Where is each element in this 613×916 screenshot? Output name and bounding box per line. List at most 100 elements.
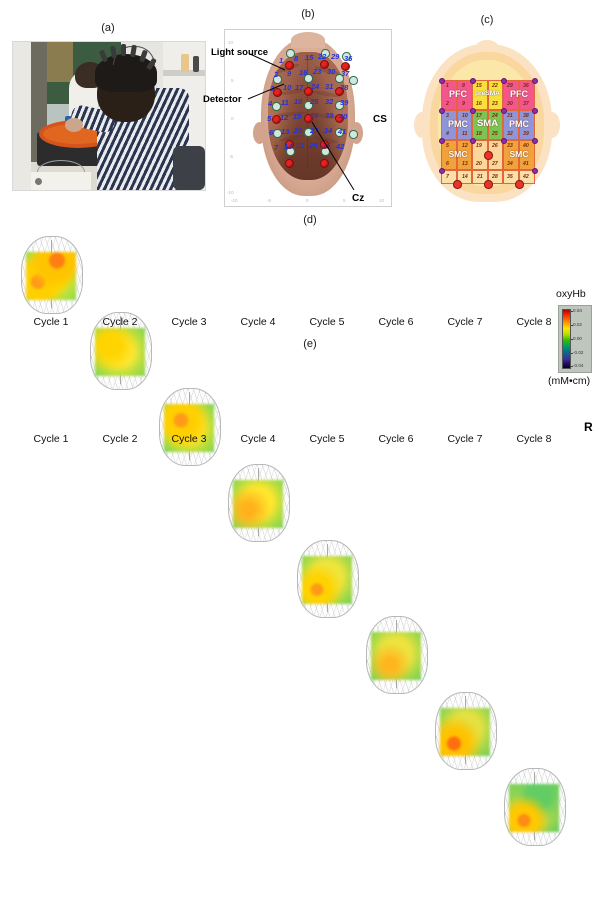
channel-number: 5 (267, 114, 272, 123)
channel-number: 40 (339, 112, 348, 121)
optode-node (532, 138, 539, 145)
detector-optode (349, 130, 358, 139)
detector-leader-line (247, 83, 285, 100)
channel-number: 14 (284, 142, 293, 151)
grid-number: 19 (476, 143, 482, 149)
channel-number: 42 (336, 142, 345, 151)
cycle-label: Cycle 1 (33, 316, 69, 328)
photo-chair (173, 146, 205, 190)
grid-cell-31-32 (503, 110, 519, 140)
grid-cell-36-37 (519, 80, 535, 110)
cycle-label: Cycle 6 (378, 316, 414, 328)
grid-cell-1-2 (441, 80, 457, 110)
cycle-label: Cycle 5 (309, 316, 345, 328)
optode-node (439, 108, 446, 115)
axis-tick-x: -5 (267, 198, 272, 203)
light-source-optode (285, 61, 294, 70)
axis-tick-x: -10 (231, 198, 238, 203)
grid-number: 2 (446, 101, 449, 107)
cycle-label: Cycle 4 (240, 433, 276, 445)
light-source-optode (304, 87, 313, 96)
grid-number: 13 (462, 161, 468, 167)
channel-number: 26 (310, 111, 319, 120)
colorbar-tick: 0.02 (573, 322, 582, 327)
channel-number: 7 (274, 143, 279, 152)
channel-number: 1 (279, 56, 284, 65)
detector-optode (321, 49, 330, 58)
grid-number: 11 (462, 131, 468, 137)
light-source-optode (285, 159, 294, 168)
photo-wood-panel (47, 42, 73, 82)
channel-number: 34 (324, 126, 333, 135)
channel-number: 33 (325, 111, 334, 120)
grid-cell-38-39 (519, 110, 535, 140)
axis-tick-y: 10 (228, 40, 234, 45)
cs-callout-label: CS (373, 114, 387, 125)
colorbar: 0.04 0.02 0.00 -0.02 -0.04 (558, 305, 592, 373)
light-source-optode (335, 114, 344, 123)
channel-number: 16 (299, 68, 308, 77)
region-label-smc-left: SMC (448, 149, 468, 159)
channel-number: 13 (281, 127, 290, 136)
grid-cell-33-34 (503, 140, 519, 170)
channel-number: 20 (294, 126, 303, 135)
panel-b-caption: (b) (301, 8, 315, 20)
channel-number: 4 (268, 99, 273, 108)
channel-number: 11 (281, 98, 289, 107)
grid-cell-29-30 (503, 80, 519, 110)
grid-number: 25 (492, 131, 498, 137)
optode-node (501, 78, 508, 85)
grid-cell-15-16 (472, 80, 488, 110)
detector-optode (286, 49, 295, 58)
grid-number: 23 (492, 101, 498, 107)
cycle-label: Cycle 7 (447, 433, 483, 445)
light-source-optode (341, 62, 350, 71)
grid-number: 32 (507, 131, 513, 137)
detector-optode (304, 128, 313, 137)
colorbar-gradient (562, 309, 571, 369)
grid-number: 30 (507, 101, 513, 107)
photo-shelf (163, 70, 205, 76)
channel-number: 25 (310, 97, 319, 106)
photo-equipment-knob (35, 178, 42, 185)
region-label-presma: preSMA (475, 90, 500, 97)
cycle-label: Cycle 2 (102, 316, 138, 328)
cycle-label: Cycle 1 (33, 433, 69, 445)
channel-number: 28 (309, 141, 318, 150)
grid-cell-22-23 (487, 80, 504, 110)
optode-node (501, 108, 508, 115)
photo-optode (121, 44, 126, 56)
grid-cell-40-41 (519, 140, 535, 170)
detector-optode (335, 74, 344, 83)
grid-number: 34 (507, 161, 513, 167)
channel-number: 32 (325, 97, 334, 106)
detector-callout-label: Detector (203, 94, 242, 105)
grid-cell-12-13 (456, 140, 473, 170)
channel-number: 30 (327, 67, 336, 76)
grid-number: 22 (492, 83, 498, 89)
grid-number: 12 (462, 143, 468, 149)
cycle-label: Cycle 8 (516, 316, 552, 328)
region-label-pmc-left: PMC (448, 119, 468, 129)
light-source-optode (304, 114, 313, 123)
ear-right-c (544, 112, 560, 138)
channel-number: 19 (293, 112, 302, 121)
grid-number: 4 (446, 131, 449, 137)
optode-node (532, 108, 539, 115)
optode-node (532, 168, 539, 175)
light-source-node (484, 151, 493, 160)
channel-number: 36 (344, 54, 353, 63)
light-source-optode (272, 115, 281, 124)
colorbar-tick: -0.02 (573, 350, 584, 355)
panel-d-caption: (d) (303, 214, 317, 226)
optode-node (470, 108, 477, 115)
region-label-pmc-right: PMC (509, 119, 529, 129)
cycle-label: Cycle 8 (516, 433, 552, 445)
topomap-cycle-3 (157, 388, 221, 466)
interhemispheric-line-b (307, 56, 309, 168)
grid-number: 24 (492, 113, 498, 119)
optode-node (470, 78, 477, 85)
grid-number: 41 (523, 161, 529, 167)
grid-number: 21 (477, 174, 483, 180)
cz-leader-line (311, 121, 355, 191)
